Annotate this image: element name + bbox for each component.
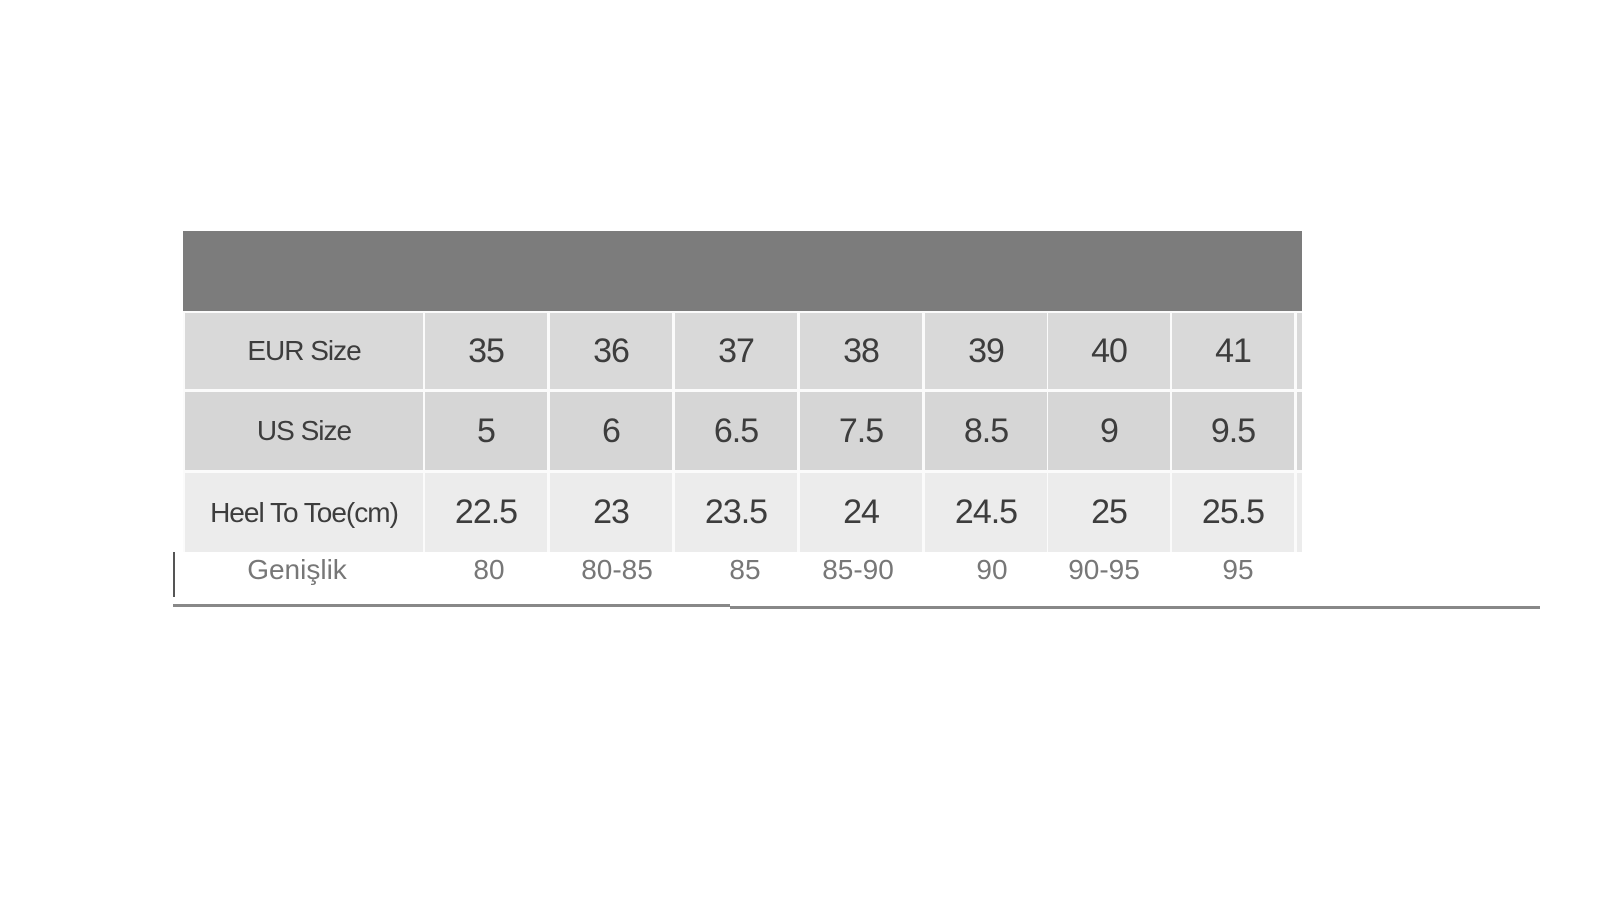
table-cell: 23.5 [675,473,797,552]
table-cell: 24.5 [925,473,1047,552]
width-value: 90-95 [1068,554,1140,585]
width-value: 80-85 [581,554,653,585]
divider [730,606,1540,609]
table-cell: 37 [675,313,797,389]
table-cell: 23 [550,473,672,552]
table-cell: 39 [925,313,1047,389]
table-cell: 24 [800,473,922,552]
divider [173,604,730,607]
row-label: EUR Size [185,313,423,389]
table-cell: 7.5 [800,392,922,470]
table-cell-partial [1297,473,1302,552]
size-chart-table: EUR Size 35 36 37 38 39 40 41 US Size 5 6 6.5 7.5 8.5… [183,231,1302,552]
table-cell: 6.5 [675,392,797,470]
table-cell: 25.5 [1172,473,1294,552]
divider [173,552,175,597]
table-cell: 8.5 [925,392,1047,470]
table-cell: 38 [800,313,922,389]
table-header-band [183,231,1302,311]
table-cell: 9.5 [1172,392,1294,470]
width-value: 90 [976,554,1008,585]
row-label: Heel To Toe(cm) [185,473,423,552]
width-label: Genişlik [247,554,347,585]
table-cell-partial [1297,392,1302,470]
width-value: 80 [473,554,505,585]
table-cell-partial [1297,313,1302,389]
width-value: 85 [729,554,761,585]
table-cell: 5 [425,392,547,470]
table-cell: 41 [1172,313,1294,389]
row-label: US Size [185,392,423,470]
table-cell: 40 [1048,313,1170,389]
table-cell: 9 [1048,392,1170,470]
width-value: 85-90 [822,554,894,585]
table-cell: 25 [1048,473,1170,552]
table-cell: 35 [425,313,547,389]
table-cell: 22.5 [425,473,547,552]
width-value: 95 [1222,554,1254,585]
table-cell: 6 [550,392,672,470]
table-cell: 36 [550,313,672,389]
